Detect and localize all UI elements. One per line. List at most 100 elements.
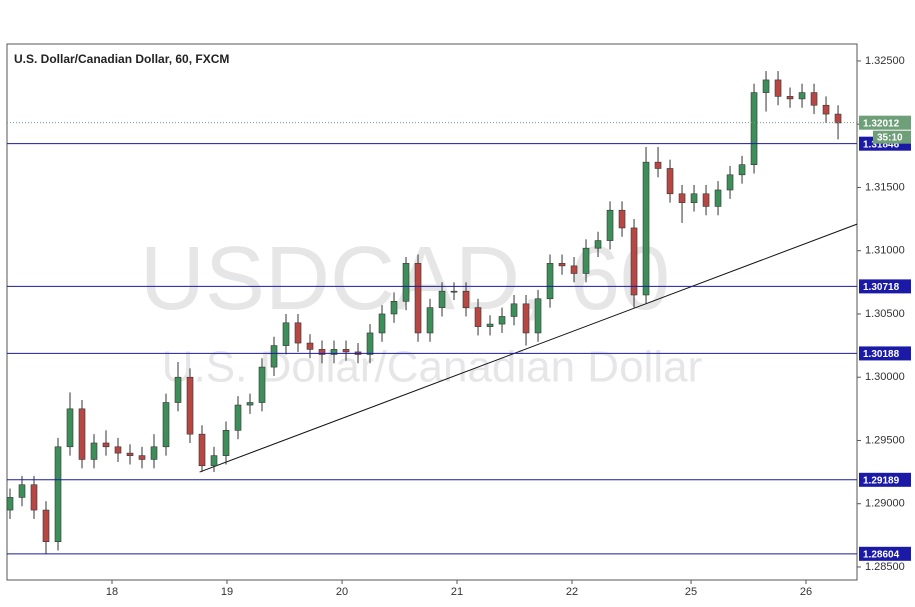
candle-body xyxy=(798,92,806,100)
level-label-box xyxy=(859,546,911,561)
candle-body xyxy=(54,446,62,542)
candle-body xyxy=(738,164,746,176)
candle-body xyxy=(42,509,50,542)
x-tick-label: 25 xyxy=(685,586,697,598)
x-tick-label: 18 xyxy=(106,586,118,598)
candle-body xyxy=(678,193,686,203)
candle-body xyxy=(486,323,494,327)
candle-body xyxy=(510,303,518,317)
level-label: 1.30718 xyxy=(863,282,900,293)
candle-body xyxy=(114,446,122,454)
y-tick-label: 1.30000 xyxy=(865,371,905,383)
y-tick-label: 1.28500 xyxy=(865,561,905,573)
candle-body xyxy=(126,452,134,456)
current-price-label: 1.32012 xyxy=(863,118,900,129)
x-tick-label: 20 xyxy=(336,586,348,598)
candle-body xyxy=(318,349,326,355)
candle-body xyxy=(582,247,590,274)
candle-body xyxy=(102,442,110,448)
level-label-box xyxy=(859,279,911,294)
candle-body xyxy=(162,402,170,448)
candle-body xyxy=(210,455,218,467)
candle-body xyxy=(498,316,506,325)
y-tick-label: 1.31500 xyxy=(865,181,905,193)
candle-body xyxy=(630,227,638,296)
candle-body xyxy=(402,263,410,302)
candle-body xyxy=(378,313,386,334)
candle-body xyxy=(546,263,554,300)
y-tick-label: 1.31000 xyxy=(865,245,905,257)
candle-body xyxy=(642,161,650,296)
candle-body xyxy=(426,307,434,334)
watermark-sub: U.S. Dollar/Canadian Dollar xyxy=(162,343,702,392)
candle-body xyxy=(66,408,74,448)
candle-body xyxy=(222,430,230,456)
candle-body xyxy=(666,168,674,195)
candle-body xyxy=(450,290,458,293)
x-tick-label: 21 xyxy=(451,586,463,598)
candle-body xyxy=(762,79,770,93)
level-label: 1.29189 xyxy=(863,475,900,486)
candle-body xyxy=(6,497,14,511)
candle-body xyxy=(90,442,98,460)
candle-body xyxy=(270,345,278,368)
candle-body xyxy=(198,433,206,467)
candle-body xyxy=(234,404,242,431)
y-tick-label: 1.29500 xyxy=(865,434,905,446)
x-tick-label: 19 xyxy=(221,586,233,598)
candle-body xyxy=(282,322,290,346)
candle-body xyxy=(606,209,614,241)
level-label: 1.30188 xyxy=(863,349,900,360)
countdown-box xyxy=(873,130,911,144)
candle-body xyxy=(366,332,374,355)
candle-body xyxy=(570,265,578,274)
candle-body xyxy=(462,290,470,308)
candle-body xyxy=(714,189,722,207)
candle-body xyxy=(594,240,602,249)
candle-body xyxy=(750,92,758,165)
candle-body xyxy=(726,174,734,191)
candle-body xyxy=(690,193,698,203)
x-tick-label: 22 xyxy=(566,586,578,598)
y-tick-label: 1.32500 xyxy=(865,55,905,67)
candle-body xyxy=(330,349,338,355)
candle-body xyxy=(258,366,266,403)
candle-body xyxy=(654,161,662,169)
candle-body xyxy=(30,484,38,511)
candle-body xyxy=(618,209,626,229)
level-label-box xyxy=(859,346,911,361)
y-tick-label: 1.30500 xyxy=(865,308,905,320)
candle-body xyxy=(246,402,254,406)
chart-title: U.S. Dollar/Canadian Dollar, 60, FXCM xyxy=(14,52,229,66)
x-tick-label: 26 xyxy=(800,586,812,598)
candle-body xyxy=(558,263,566,267)
candle-body xyxy=(414,263,422,334)
candle-body xyxy=(294,322,302,344)
candle-body xyxy=(18,484,26,498)
candle-body xyxy=(522,303,530,334)
candle-body xyxy=(342,349,350,353)
candle-body xyxy=(150,446,158,460)
candle-body xyxy=(834,113,842,124)
candle-body xyxy=(702,193,710,207)
level-label: 1.31846 xyxy=(863,139,900,150)
candle-body xyxy=(774,79,782,97)
candle-body xyxy=(186,376,194,435)
candle-body xyxy=(78,408,86,460)
level-label: 1.28604 xyxy=(863,549,900,560)
candle-body xyxy=(810,92,818,106)
countdown-label: 35:10 xyxy=(877,132,903,143)
candle-body xyxy=(390,301,398,315)
level-label-box xyxy=(859,472,911,487)
candle-body xyxy=(438,290,446,308)
candle-body xyxy=(306,342,314,350)
candle-body xyxy=(138,455,146,460)
candle-body xyxy=(786,96,794,100)
candle-body xyxy=(822,104,830,115)
candle-body xyxy=(534,298,542,334)
trendline xyxy=(199,223,858,473)
candle-body xyxy=(174,376,182,403)
current-price-box xyxy=(859,115,911,130)
candle-body xyxy=(474,307,482,327)
